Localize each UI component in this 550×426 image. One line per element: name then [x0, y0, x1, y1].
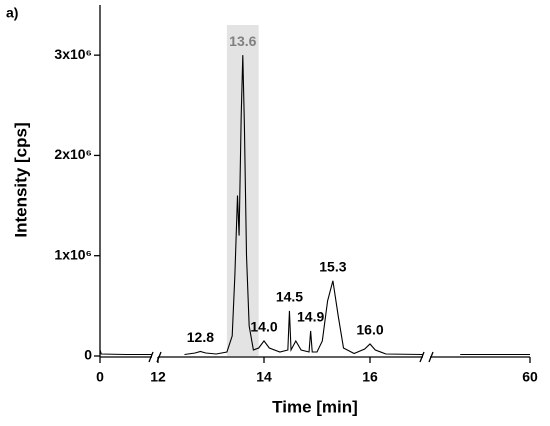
y-axis-title: Intensity [cps]: [11, 122, 30, 237]
x-axis-title: Time [min]: [272, 397, 358, 416]
peak-label: 14.0: [250, 319, 277, 335]
peak-label: 13.6: [229, 33, 256, 49]
axis-break: [428, 351, 434, 363]
highlight-band: [226, 25, 259, 356]
trace-line: [99, 55, 530, 356]
axis-break: [148, 351, 154, 363]
peak-label: 14.9: [297, 309, 324, 325]
y-tick-label: 0: [84, 347, 92, 363]
peak-label: 15.3: [319, 258, 346, 274]
x-tick-label: 60: [522, 369, 538, 385]
x-tick-label: 16: [362, 369, 378, 385]
axis-break: [419, 351, 425, 363]
panel-label: a): [6, 5, 18, 21]
x-tick-label: 0: [96, 369, 104, 385]
background-layer: [226, 25, 259, 356]
x-tick-label: 12: [150, 369, 166, 385]
y-tick-label: 3x10⁶: [54, 46, 92, 62]
x-tick-label: 14: [256, 369, 272, 385]
y-tick-label: 1x10⁶: [54, 246, 92, 262]
peak-label: 12.8: [187, 329, 214, 345]
y-tick-label: 2x10⁶: [54, 146, 92, 162]
peak-label: 14.5: [276, 289, 303, 305]
peak-label: 16.0: [356, 322, 383, 338]
